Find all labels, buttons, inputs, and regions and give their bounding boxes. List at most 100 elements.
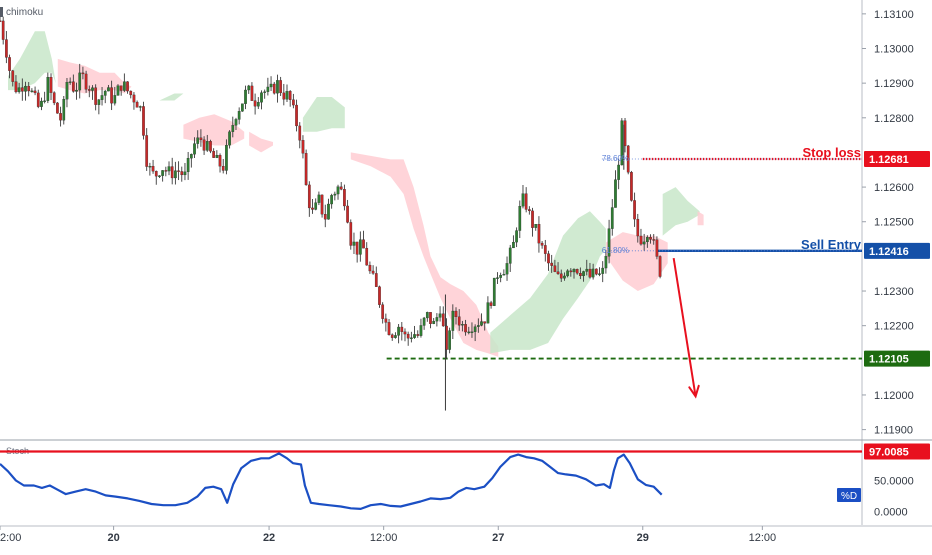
candle-body — [36, 92, 40, 107]
candle-body — [323, 214, 327, 220]
candle-body — [438, 313, 442, 318]
candle-body — [547, 253, 550, 264]
candle-body — [292, 99, 295, 106]
candle-body — [145, 135, 149, 167]
percent-d-badge — [837, 488, 861, 502]
ichimoku-cloud-green — [490, 211, 606, 354]
stoch-d-line[interactable] — [0, 452, 663, 510]
candle-body — [636, 218, 640, 237]
candle-body — [515, 230, 518, 243]
candle-body — [448, 330, 451, 350]
candle-body — [113, 95, 117, 104]
candle-body — [521, 193, 525, 207]
stoch-tick-label: 0.0000 — [874, 506, 908, 518]
candle-body — [575, 269, 579, 274]
candle-body — [43, 100, 46, 102]
candle-body — [566, 270, 569, 277]
candle-body — [215, 155, 219, 158]
candle-body — [429, 312, 432, 324]
candle-body — [537, 224, 541, 244]
candle-body — [276, 80, 279, 94]
candle-body — [655, 239, 659, 257]
stop-loss-badge-text: 1.12681 — [869, 154, 909, 166]
candle-body — [464, 324, 467, 333]
candle-body — [582, 271, 585, 277]
candle-body — [355, 241, 359, 255]
ichimoku-cloud-green — [302, 97, 345, 132]
time-tick-label: 12:00 — [749, 532, 777, 544]
candle-body — [658, 256, 662, 277]
candle-body — [148, 165, 152, 168]
candle-body — [56, 102, 59, 114]
candle-body — [196, 137, 200, 144]
ichimoku-cloud-red — [605, 232, 668, 291]
candle-body — [633, 200, 636, 220]
candle-body — [301, 140, 305, 154]
candle-body — [588, 268, 592, 278]
candle-body — [30, 90, 34, 93]
indicator-marker — [0, 7, 3, 17]
candle-body — [87, 89, 91, 91]
candle-body — [461, 324, 464, 326]
candle-body — [94, 87, 98, 105]
candle-body — [394, 335, 397, 338]
time-tick-label: 2:00 — [0, 532, 21, 544]
candle-body — [256, 102, 260, 107]
candle-body — [343, 189, 346, 207]
price-tick-label: 1.12200 — [874, 321, 914, 333]
price-tick-label: 1.12300 — [874, 286, 914, 298]
candle-body — [8, 57, 11, 71]
candle-body — [142, 106, 145, 136]
price-tick-label: 1.12800 — [874, 113, 914, 125]
candle-body — [247, 85, 251, 91]
fib-level-label: 78.60% — [602, 154, 629, 163]
candle-body — [585, 268, 589, 272]
stop-loss-label: Stop loss — [802, 145, 861, 160]
candle-body — [470, 331, 474, 333]
candle-body — [279, 80, 282, 94]
candle-body — [432, 320, 436, 324]
candle-body — [205, 141, 209, 151]
candle-body — [68, 81, 72, 83]
candle-body — [579, 273, 582, 277]
candle-body — [451, 310, 455, 331]
candle-body — [126, 81, 129, 92]
candle-body — [123, 81, 126, 91]
candle-body — [333, 193, 337, 196]
candle-body — [260, 92, 263, 103]
candle-body — [237, 111, 241, 120]
candle-body — [381, 304, 385, 319]
candle-body — [556, 271, 560, 274]
candle-body — [164, 170, 168, 172]
candle-body — [387, 322, 391, 335]
candle-body — [304, 153, 308, 186]
candle-body — [225, 145, 228, 171]
candle-body — [467, 331, 471, 334]
candle-body — [352, 241, 356, 246]
candle-body — [540, 242, 544, 246]
candle-body — [413, 334, 416, 338]
candle-body — [642, 241, 646, 245]
candle-body — [489, 302, 493, 306]
stoch-overbought-badge — [864, 443, 930, 460]
candle-body — [492, 277, 496, 306]
candle-body — [346, 205, 349, 223]
candle-body — [518, 206, 522, 231]
time-tick-label: 27 — [492, 532, 504, 544]
time-tick-label: 12:00 — [370, 532, 398, 544]
candle-body — [52, 92, 56, 104]
candle-body — [534, 224, 538, 228]
candle-body — [183, 171, 187, 176]
stoch-overbought-badge-text: 97.0085 — [869, 446, 909, 458]
candle-body — [630, 172, 633, 201]
candle-body — [384, 318, 388, 323]
candle-body — [174, 170, 177, 179]
candle-body — [0, 20, 2, 22]
candle-body — [594, 268, 598, 275]
candle-body — [40, 100, 43, 107]
candle-body — [645, 237, 649, 243]
time-tick-label: 22 — [263, 532, 275, 544]
price-tick-label: 1.13100 — [874, 9, 914, 21]
candle-body — [617, 164, 620, 180]
